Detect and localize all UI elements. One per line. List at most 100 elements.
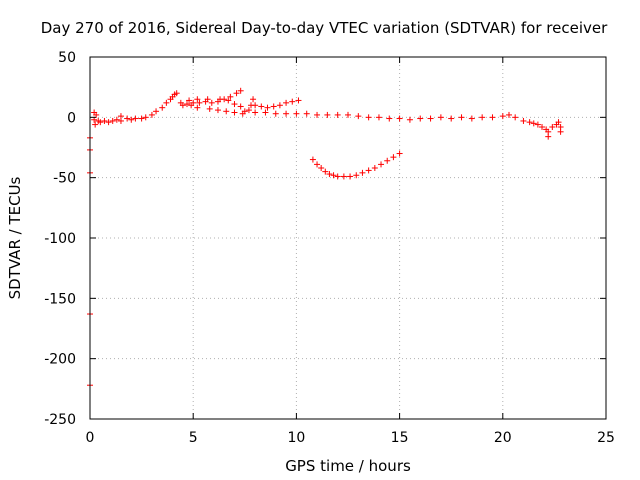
data-point [322, 168, 329, 175]
data-point [293, 110, 300, 117]
data-point [264, 104, 271, 111]
data-point [289, 98, 296, 105]
x-tick-label: 10 [287, 430, 305, 446]
data-point [545, 133, 552, 140]
data-point [206, 105, 213, 112]
y-tick-label: -100 [44, 231, 76, 247]
data-point [324, 111, 331, 118]
data-point [365, 167, 372, 174]
data-point [468, 115, 475, 122]
data-point [250, 96, 257, 103]
data-point [314, 111, 321, 118]
x-tick-label: 15 [391, 430, 409, 446]
data-point [334, 173, 341, 180]
data-point [309, 156, 316, 163]
data-point [214, 107, 221, 114]
data-point [194, 104, 201, 111]
y-tick-label: 0 [67, 110, 76, 126]
data-point [231, 109, 238, 116]
data-point [326, 171, 333, 178]
data-point [97, 119, 104, 126]
data-point [101, 117, 108, 124]
data-point [227, 93, 234, 100]
data-point [295, 97, 302, 104]
y-axis-label: SDTVAR / TECUs [6, 176, 24, 299]
data-point [340, 173, 347, 180]
data-point [375, 114, 382, 121]
y-tick-label: -150 [44, 291, 76, 307]
data-point [489, 114, 496, 121]
data-point [365, 114, 372, 121]
data-point [237, 87, 244, 94]
data-point [505, 111, 512, 118]
data-point [534, 121, 541, 128]
data-point [520, 117, 527, 124]
data-point [194, 96, 201, 103]
data-point [355, 113, 362, 120]
data-point [396, 115, 403, 122]
data-point [539, 123, 546, 130]
x-tick-label: 20 [494, 430, 512, 446]
data-point [303, 110, 310, 117]
data-point [353, 172, 360, 179]
data-point [223, 108, 230, 115]
data-point [138, 115, 145, 122]
data-point [386, 115, 393, 122]
data-point [225, 97, 232, 104]
data-point [237, 103, 244, 110]
data-point [142, 114, 149, 121]
data-point [318, 165, 325, 172]
data-point [378, 161, 385, 168]
grid [90, 57, 606, 419]
data-point [406, 116, 413, 123]
plot-frame [89, 56, 607, 420]
data-point [113, 116, 120, 123]
axis-ticks: 0 5 10 15 20 25 50 0 -50 -100 -150 -200 -250 [44, 50, 615, 446]
data-point [479, 114, 486, 121]
data-point [109, 117, 116, 124]
data-point [241, 108, 248, 115]
data-point [314, 161, 321, 168]
data-point [93, 111, 100, 118]
data-point [396, 150, 403, 157]
chart-title: Day 270 of 2016, Sidereal Day-to-day VTE… [41, 19, 608, 37]
data-point [117, 113, 124, 120]
data-point [204, 96, 211, 103]
data-point [530, 120, 537, 127]
data-point [345, 111, 351, 118]
data-point [92, 121, 99, 128]
data-point [173, 90, 180, 97]
data-point [233, 90, 240, 97]
data-point [526, 119, 533, 126]
data-point [186, 97, 193, 104]
data-point [283, 99, 290, 106]
data-point [390, 154, 397, 161]
data-point [262, 109, 269, 116]
data-point [272, 110, 279, 117]
x-axis-label: GPS time / hours [285, 457, 411, 475]
data-point [330, 172, 337, 179]
data-point [512, 114, 519, 121]
data-point [270, 103, 277, 110]
data-point [132, 115, 139, 122]
data-point [448, 115, 455, 122]
data-point [252, 102, 259, 109]
data-point [217, 96, 224, 103]
data-point [557, 128, 564, 135]
data-point [384, 157, 391, 164]
data-point [128, 116, 135, 123]
data-point [159, 104, 166, 111]
data-point [208, 99, 215, 106]
data-point [347, 173, 354, 180]
data-point [148, 111, 155, 118]
data-point [427, 115, 434, 122]
data-point [231, 101, 238, 108]
x-tick-label: 25 [597, 430, 615, 446]
data-point [371, 165, 378, 172]
data-point [283, 110, 290, 117]
data-point [555, 119, 562, 126]
data-point [163, 99, 170, 106]
data-point [252, 109, 259, 116]
data-point [417, 115, 424, 122]
